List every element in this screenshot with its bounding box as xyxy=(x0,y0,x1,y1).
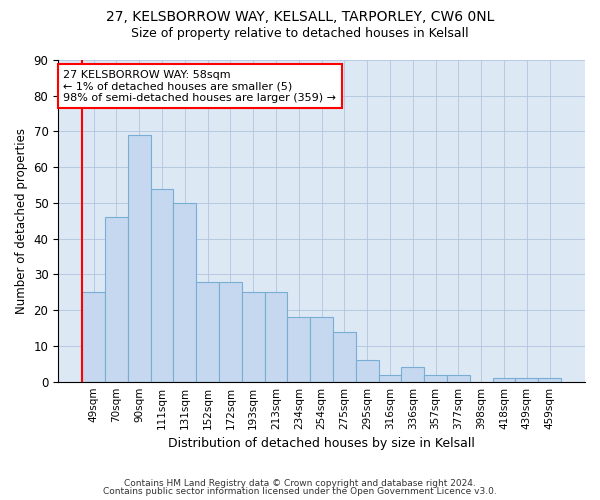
Bar xyxy=(356,360,379,382)
Bar xyxy=(173,203,196,382)
Bar xyxy=(196,282,219,382)
Bar xyxy=(515,378,538,382)
Bar xyxy=(265,292,287,382)
Bar xyxy=(447,374,470,382)
Bar xyxy=(379,374,401,382)
Text: 27, KELSBORROW WAY, KELSALL, TARPORLEY, CW6 0NL: 27, KELSBORROW WAY, KELSALL, TARPORLEY, … xyxy=(106,10,494,24)
Bar xyxy=(424,374,447,382)
Text: 27 KELSBORROW WAY: 58sqm
← 1% of detached houses are smaller (5)
98% of semi-det: 27 KELSBORROW WAY: 58sqm ← 1% of detache… xyxy=(64,70,337,103)
Text: Contains public sector information licensed under the Open Government Licence v3: Contains public sector information licen… xyxy=(103,487,497,496)
Bar xyxy=(105,218,128,382)
Bar xyxy=(333,332,356,382)
Bar xyxy=(493,378,515,382)
Text: Size of property relative to detached houses in Kelsall: Size of property relative to detached ho… xyxy=(131,28,469,40)
Bar xyxy=(242,292,265,382)
Bar xyxy=(310,318,333,382)
Bar xyxy=(82,292,105,382)
Bar xyxy=(287,318,310,382)
Bar xyxy=(219,282,242,382)
Text: Contains HM Land Registry data © Crown copyright and database right 2024.: Contains HM Land Registry data © Crown c… xyxy=(124,478,476,488)
Bar xyxy=(128,135,151,382)
X-axis label: Distribution of detached houses by size in Kelsall: Distribution of detached houses by size … xyxy=(168,437,475,450)
Bar xyxy=(538,378,561,382)
Y-axis label: Number of detached properties: Number of detached properties xyxy=(15,128,28,314)
Bar xyxy=(151,188,173,382)
Bar xyxy=(401,368,424,382)
